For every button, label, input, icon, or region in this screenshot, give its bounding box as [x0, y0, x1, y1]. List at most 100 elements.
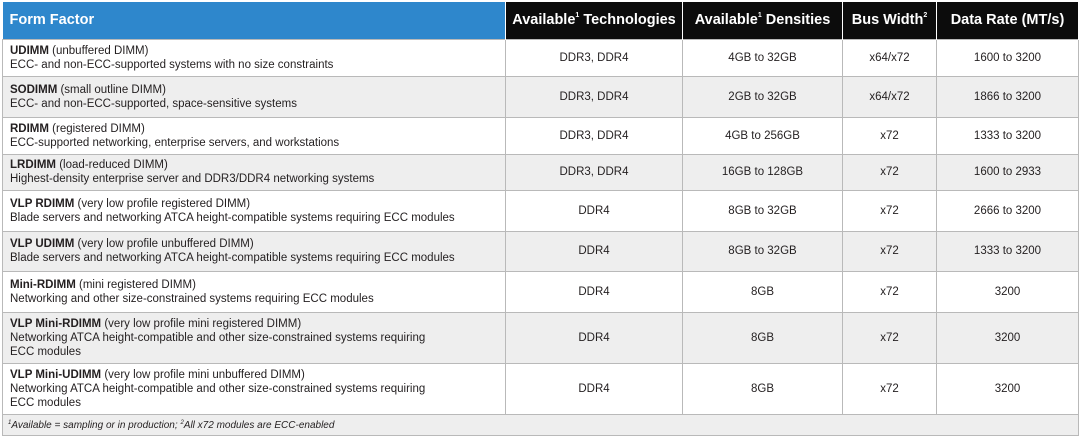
bus-width-cell: x72 — [842, 270, 937, 313]
header-densities-label: Available — [694, 12, 758, 29]
header-bus-width-footnote-mark: 2 — [923, 12, 928, 20]
form-factor-cell: VLP UDIMM (very low profile unbuffered D… — [2, 230, 506, 272]
footnote-text-1: Available = sampling or in production; — [11, 420, 181, 431]
table-row: SODIMM (small outline DIMM) ECC- and non-… — [2, 75, 1079, 118]
densities-cell: 8GB — [682, 362, 843, 415]
form-factor-cell: VLP RDIMM (very low profile registered D… — [2, 189, 506, 232]
densities-cell: 16GB to 128GB — [682, 153, 843, 191]
table-row: VLP UDIMM (very low profile unbuffered D… — [2, 230, 1079, 272]
header-technologies-label: Available — [512, 12, 576, 29]
densities-cell: 4GB to 32GB — [682, 38, 843, 77]
technologies-cell: DDR3, DDR4 — [505, 38, 683, 77]
data-rate-cell: 3200 — [936, 362, 1079, 415]
data-rate-cell: 1600 to 3200 — [936, 38, 1079, 77]
form-factor-cell: SODIMM (small outline DIMM) ECC- and non-… — [2, 75, 506, 118]
form-factor-name: LRDIMM — [10, 159, 56, 171]
footnote: 1Available = sampling or in production; … — [2, 413, 1079, 436]
form-factor-description: Highest-density enterprise server and DD… — [10, 173, 375, 185]
form-factor-fullname: (small outline DIMM) — [57, 83, 166, 96]
form-factor-description-cont: ECC modules — [10, 396, 81, 409]
header-technologies: Available1 Technologies — [505, 2, 683, 39]
bus-width-cell: x72 — [842, 189, 937, 232]
header-technologies-label-rest: Technologies — [579, 12, 676, 29]
footnote-mark-2: 2 — [180, 420, 184, 426]
table-row: UDIMM (unbuffered DIMM) ECC- and non-ECC-… — [2, 38, 1079, 77]
data-rate-cell: 1600 to 2933 — [936, 153, 1079, 191]
form-factor-description: Networking ATCA height-compatible and ot… — [10, 331, 426, 344]
header-data-rate: Data Rate (MT/s) — [936, 2, 1079, 39]
form-factor-description: ECC- and non-ECC-supported systems with … — [10, 58, 334, 71]
densities-cell: 2GB to 32GB — [682, 75, 843, 118]
table-row: VLP RDIMM (very low profile registered D… — [2, 189, 1079, 232]
bus-width-cell: x64/x72 — [842, 38, 937, 77]
header-row: Form Factor Available1 Technologies Avai… — [2, 2, 1079, 39]
form-factor-fullname: (very low profile mini unbuffered DIMM) — [101, 368, 305, 381]
form-factor-fullname: (mini registered DIMM) — [75, 278, 196, 291]
form-factor-name: SODIMM — [10, 83, 58, 96]
technologies-cell: DDR3, DDR4 — [505, 153, 683, 191]
table-row: RDIMM (registered DIMM) ECC-supported net… — [2, 116, 1079, 155]
bus-width-cell: x72 — [842, 116, 937, 155]
form-factor-name: VLP Mini-UDIMM — [10, 368, 102, 381]
header-data-rate-label: Data Rate (MT/s) — [950, 12, 1065, 29]
bus-width-cell: x72 — [842, 230, 937, 272]
form-factor-cell: LRDIMM (load-reduced DIMM) Highest-densit… — [2, 153, 506, 191]
form-factor-table: Form Factor Available1 Technologies Avai… — [2, 2, 1079, 436]
technologies-cell: DDR4 — [505, 230, 683, 272]
form-factor-name: Mini-RDIMM — [10, 278, 76, 291]
form-factor-description: Networking and other size-constrained sy… — [10, 292, 374, 305]
header-technologies-footnote-mark: 1 — [575, 12, 580, 20]
data-rate-cell: 3200 — [936, 311, 1079, 364]
bus-width-cell: x72 — [842, 362, 937, 415]
densities-cell: 8GB — [682, 270, 843, 313]
densities-cell: 8GB to 32GB — [682, 230, 843, 272]
form-factor-description: Blade servers and networking ATCA height… — [10, 252, 455, 264]
technologies-cell: DDR4 — [505, 362, 683, 415]
form-factor-name: VLP Mini-RDIMM — [10, 317, 102, 330]
form-factor-cell: Mini-RDIMM (mini registered DIMM) Network… — [2, 270, 506, 313]
table-row: Mini-RDIMM (mini registered DIMM) Network… — [2, 270, 1079, 313]
form-factor-fullname: (very low profile unbuffered DIMM) — [74, 238, 254, 250]
data-rate-cell: 3200 — [936, 270, 1079, 313]
footnote-row: 1Available = sampling or in production; … — [2, 413, 1079, 436]
form-factor-description-cont: ECC modules — [10, 345, 81, 358]
form-factor-name: VLP UDIMM — [10, 238, 75, 250]
table-row: VLP Mini-UDIMM (very low profile mini un… — [2, 362, 1079, 415]
table-row: VLP Mini-RDIMM (very low profile mini re… — [2, 311, 1079, 364]
bus-width-cell: x72 — [842, 311, 937, 364]
header-densities-footnote-mark: 1 — [757, 12, 762, 20]
form-factor-fullname: (very low profile registered DIMM) — [74, 197, 251, 210]
form-factor-fullname: (very low profile mini registered DIMM) — [101, 317, 302, 330]
bus-width-cell: x64/x72 — [842, 75, 937, 118]
form-factor-cell: VLP Mini-UDIMM (very low profile mini un… — [2, 362, 506, 415]
form-factor-cell: VLP Mini-RDIMM (very low profile mini re… — [2, 311, 506, 364]
data-rate-cell: 1866 to 3200 — [936, 75, 1079, 118]
densities-cell: 4GB to 256GB — [682, 116, 843, 155]
form-factor-name: UDIMM — [10, 44, 49, 57]
densities-cell: 8GB to 32GB — [682, 189, 843, 232]
form-factor-cell: UDIMM (unbuffered DIMM) ECC- and non-ECC-… — [2, 38, 506, 77]
densities-cell: 8GB — [682, 311, 843, 364]
header-form-factor-label: Form Factor — [9, 12, 95, 29]
footnote-mark-1: 1 — [8, 420, 12, 426]
technologies-cell: DDR3, DDR4 — [505, 116, 683, 155]
data-rate-cell: 1333 to 3200 — [936, 116, 1079, 155]
table-row: LRDIMM (load-reduced DIMM) Highest-densit… — [2, 153, 1079, 191]
footnote-text-2: All x72 modules are ECC-enabled — [183, 420, 335, 431]
form-factor-name: VLP RDIMM — [10, 197, 75, 210]
data-rate-cell: 1333 to 3200 — [936, 230, 1079, 272]
header-bus-width: Bus Width2 — [842, 2, 937, 39]
form-factor-description: ECC-supported networking, enterprise ser… — [10, 136, 340, 149]
header-densities: Available1 Densities — [682, 2, 843, 39]
bus-width-cell: x72 — [842, 153, 937, 191]
form-factor-cell: RDIMM (registered DIMM) ECC-supported net… — [2, 116, 506, 155]
form-factor-fullname: (registered DIMM) — [48, 122, 145, 135]
header-bus-width-label: Bus Width — [851, 12, 924, 29]
memory-module-table-container: Form Factor Available1 Technologies Avai… — [2, 2, 1079, 436]
data-rate-cell: 2666 to 3200 — [936, 189, 1079, 232]
technologies-cell: DDR4 — [505, 189, 683, 232]
form-factor-name: RDIMM — [10, 122, 49, 135]
form-factor-fullname: (unbuffered DIMM) — [48, 44, 149, 57]
form-factor-description: ECC- and non-ECC-supported, space-sensit… — [10, 97, 297, 110]
header-form-factor: Form Factor — [2, 2, 506, 39]
